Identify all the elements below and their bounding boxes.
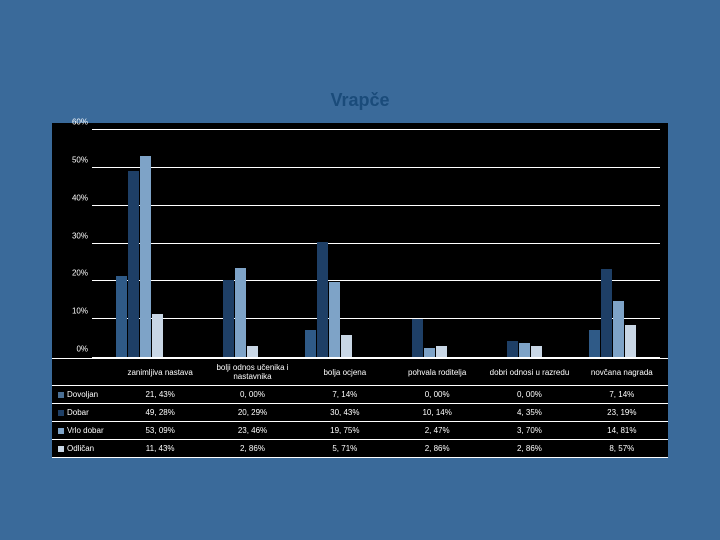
bar (625, 325, 636, 357)
series-name: Odličan (67, 444, 94, 453)
data-cell: 8, 57% (576, 440, 668, 458)
y-tick-label: 60% (52, 118, 88, 127)
bar (329, 282, 340, 357)
data-cell: 4, 35% (483, 404, 575, 422)
legend-swatch (58, 428, 64, 434)
column-header: zanimljiva nastava (114, 359, 206, 386)
table-row: Dovoljan21, 43%0, 00%7, 14%0, 00%0, 00%7… (52, 386, 668, 404)
bar (613, 301, 624, 357)
bar-groups (92, 131, 660, 357)
data-cell: 7, 14% (576, 386, 668, 404)
legend-swatch (58, 446, 64, 452)
data-cell: 0, 00% (206, 386, 298, 404)
bar (412, 319, 423, 357)
data-cell: 0, 00% (483, 386, 575, 404)
plot-area (92, 131, 660, 358)
bar (436, 346, 447, 357)
bar (128, 171, 139, 357)
bar (424, 348, 435, 357)
bar (519, 343, 530, 357)
bar (235, 268, 246, 357)
bar (531, 346, 542, 357)
series-label: Dobar (52, 404, 114, 422)
data-cell: 7, 14% (299, 386, 391, 404)
series-label: Vrlo dobar (52, 422, 114, 440)
data-cell: 3, 70% (483, 422, 575, 440)
column-header: dobri odnosi u razredu (483, 359, 575, 386)
y-tick-label: 10% (52, 307, 88, 316)
bar (152, 314, 163, 357)
data-cell: 21, 43% (114, 386, 206, 404)
y-tick-label: 0% (52, 345, 88, 354)
bar-group (281, 131, 376, 357)
bar-group (187, 131, 282, 357)
table-row: Vrlo dobar 53, 09%23, 46%19, 75%2, 47%3, … (52, 422, 668, 440)
column-header: pohvala roditelja (391, 359, 483, 386)
series-label: Odličan (52, 440, 114, 458)
y-tick-label: 20% (52, 269, 88, 278)
bar (589, 330, 600, 357)
legend-swatch (58, 392, 64, 398)
table-corner (52, 359, 114, 386)
data-cell: 20, 29% (206, 404, 298, 422)
data-cell: 23, 19% (576, 404, 668, 422)
data-cell: 49, 28% (114, 404, 206, 422)
series-label: Dovoljan (52, 386, 114, 404)
bar (247, 346, 258, 357)
data-cell: 2, 47% (391, 422, 483, 440)
table-row: Odličan11, 43%2, 86%5, 71%2, 86%2, 86%8,… (52, 440, 668, 458)
column-header: bolji odnos učenika i nastavnika (206, 359, 298, 386)
data-cell: 11, 43% (114, 440, 206, 458)
series-name: Vrlo dobar (67, 426, 104, 435)
bar-group (92, 131, 187, 357)
data-cell: 53, 09% (114, 422, 206, 440)
y-tick-label: 40% (52, 193, 88, 202)
data-cell: 2, 86% (483, 440, 575, 458)
bar (140, 156, 151, 357)
y-tick-label: 50% (52, 155, 88, 164)
legend-swatch (58, 410, 64, 416)
series-name: Dovoljan (67, 390, 98, 399)
bar-group (376, 131, 471, 357)
chart-title: Vrapče (0, 0, 720, 123)
bar (317, 242, 328, 357)
bar (305, 330, 316, 357)
bar (116, 276, 127, 357)
data-cell: 2, 86% (206, 440, 298, 458)
gridline (92, 129, 660, 130)
data-cell: 10, 14% (391, 404, 483, 422)
bar-group (565, 131, 660, 357)
data-cell: 14, 81% (576, 422, 668, 440)
bar (223, 280, 234, 357)
data-cell: 19, 75% (299, 422, 391, 440)
bar-group (471, 131, 566, 357)
bar (507, 341, 518, 357)
data-table: zanimljiva nastavabolji odnos učenika i … (52, 358, 668, 458)
data-cell: 30, 43% (299, 404, 391, 422)
table-row: Dobar 49, 28%20, 29%30, 43%10, 14%4, 35%2… (52, 404, 668, 422)
data-cell: 5, 71% (299, 440, 391, 458)
data-cell: 2, 86% (391, 440, 483, 458)
column-header: bolja ocjena (299, 359, 391, 386)
data-cell: 23, 46% (206, 422, 298, 440)
column-header: novčana nagrada (576, 359, 668, 386)
y-tick-label: 30% (52, 231, 88, 240)
chart-panel: 0%10%20%30%40%50%60% zanimljiva nastavab… (52, 123, 668, 458)
bar (341, 335, 352, 357)
chart-area: 0%10%20%30%40%50%60% (52, 123, 668, 358)
bar (601, 269, 612, 357)
series-name: Dobar (67, 408, 89, 417)
data-cell: 0, 00% (391, 386, 483, 404)
